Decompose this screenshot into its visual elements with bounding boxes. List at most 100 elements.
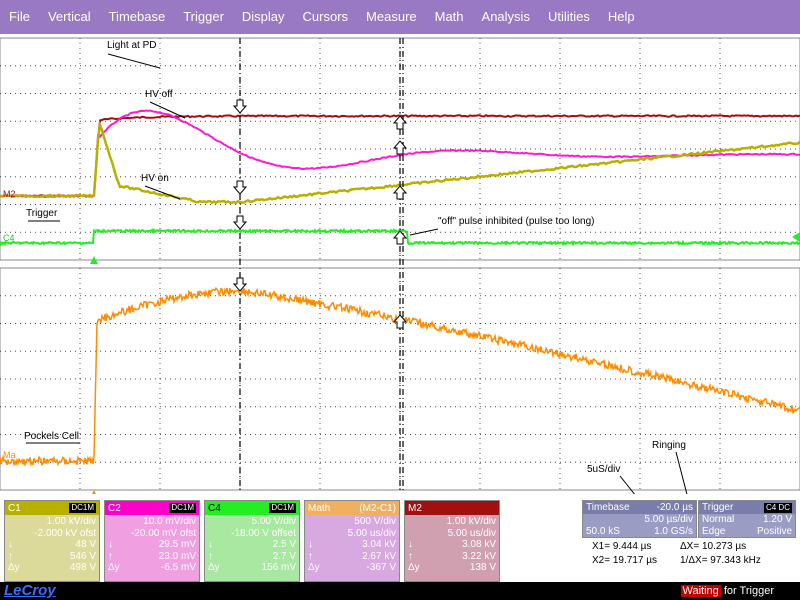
leader-light-at-pd	[107, 53, 161, 69]
label-trigger: Trigger	[26, 208, 58, 219]
c4-vdiv: 5.00 V/div	[251, 516, 296, 527]
math-vdiv: 500 V/div	[354, 516, 396, 527]
trigger-level-marker	[792, 232, 800, 242]
trigger-mode: Normal	[702, 514, 735, 525]
menu-measure[interactable]: Measure	[366, 9, 417, 24]
channel-math-panel[interactable]: Math (M2-C1) 500 V/div 5.00 us/div ↓ 3.04…	[304, 500, 400, 582]
math-name: Math	[308, 502, 331, 514]
cursor-readout: X1= 9.444 µs ΔX= 10.273 µs X2= 19.717 µs…	[582, 540, 796, 568]
c1-offset: -2.000 kV ofst	[34, 527, 96, 539]
channel-c4-panel[interactable]: C4 DC1M 5.00 V/div -18.00 V offset ↓ 2.5 …	[204, 500, 300, 582]
channel-m2-panel[interactable]: M2 1.00 kV/div 5.00 us/div ↓ 3.08 kV ↑ 3.2…	[404, 500, 500, 582]
c1-down: 48 V	[75, 539, 96, 550]
c2-offset: -20.00 mV ofst	[130, 527, 196, 539]
menu-vertical[interactable]: Vertical	[47, 9, 91, 24]
math-tdiv: 5.00 us/div	[347, 527, 396, 539]
timebase-samples: 50.0 kS	[586, 526, 620, 537]
up-arrow-icon: ↑	[208, 550, 213, 562]
channel-panels: C1 DC1M 1.00 kV/div -2.000 kV ofst ↓ 48 V…	[0, 496, 800, 582]
delta-y-icon: Δy	[8, 562, 20, 573]
cursor-down-arrow-icon	[232, 215, 248, 230]
c4-up: 2.7 V	[272, 550, 296, 562]
leader-off-pulse	[409, 228, 439, 236]
menu-utilities[interactable]: Utilities	[547, 9, 590, 24]
trigger-source-badge: C4 DC	[763, 502, 792, 513]
delta-y-icon: Δy	[108, 562, 120, 573]
down-arrow-icon: ↓	[308, 539, 313, 550]
label-hv-off: HV off	[145, 89, 173, 100]
waveform-canvas[interactable]	[0, 34, 800, 587]
waveform-display[interactable]: Light at PD HV off HV on Trigger "off" p…	[0, 34, 800, 587]
leader-hv-on	[144, 185, 181, 200]
down-arrow-icon: ↓	[8, 539, 13, 550]
menu-math[interactable]: Math	[434, 9, 464, 24]
cursor-down-arrow-icon	[232, 277, 248, 292]
up-arrow-icon: ↑	[408, 550, 413, 562]
cursor-lines[interactable]	[239, 38, 404, 490]
m2-dy: 138 V	[469, 562, 496, 573]
menu-display[interactable]: Display	[241, 9, 285, 24]
menu-trigger[interactable]: Trigger	[183, 9, 224, 24]
m2-down: 3.08 kV	[462, 539, 496, 550]
cursor-up-arrow-icon	[392, 140, 408, 155]
down-arrow-icon: ↓	[208, 539, 213, 550]
cursor-up-arrow-icon	[392, 185, 408, 200]
lecroy-logo: LeCroy	[4, 582, 56, 599]
up-arrow-icon: ↑	[8, 550, 13, 562]
status-bar: LeCroy Waiting for Trigger	[0, 582, 800, 600]
trigger-time-marker-bottom	[90, 490, 98, 498]
menu-bar: File Vertical Timebase Trigger Display C…	[0, 0, 800, 34]
c2-up: 23.0 mV	[158, 550, 196, 562]
timebase-label: Timebase	[586, 502, 630, 513]
c4-dy: 156 mV	[261, 562, 296, 573]
timebase-delay: -20.0 µs	[656, 502, 693, 513]
math-formula: (M2-C1)	[359, 502, 396, 514]
trigger-type: Edge	[702, 526, 726, 537]
label-ringing: Ringing	[652, 440, 686, 451]
waiting-badge: Waiting	[680, 585, 721, 597]
m2-tdiv: 5.00 us/div	[447, 527, 496, 539]
c2-header: C2 DC1M	[105, 501, 199, 515]
c4-down: 2.5 V	[272, 539, 296, 550]
cursor-down-arrow-icon	[232, 180, 248, 195]
label-hv-on: HV on	[141, 173, 169, 184]
label-5us-div: 5uS/div	[587, 464, 621, 475]
up-arrow-icon: ↑	[108, 550, 113, 562]
cursor-arrows	[232, 99, 408, 329]
c1-coupling: DC1M	[69, 503, 96, 513]
down-arrow-icon: ↓	[108, 539, 113, 550]
trigger-time-marker	[90, 256, 98, 264]
leader-hv-off	[149, 101, 186, 119]
c1-dy: 498 V	[69, 562, 96, 573]
m2-up: 3.22 kV	[462, 550, 496, 562]
cursor-up-arrow-icon	[392, 115, 408, 130]
timebase-tdiv: 5.00 µs/div	[644, 514, 693, 525]
marker-ma: Ma	[3, 450, 16, 460]
menu-file[interactable]: File	[9, 9, 30, 24]
label-off-pulse: "off" pulse inhibited (pulse too long)	[438, 216, 595, 227]
c2-name: C2	[108, 502, 121, 514]
menu-analysis[interactable]: Analysis	[481, 9, 530, 24]
channel-c1-panel[interactable]: C1 DC1M 1.00 kV/div -2.000 kV ofst ↓ 48 V…	[4, 500, 100, 582]
c1-vdiv: 1.00 kV/div	[46, 516, 96, 527]
menu-cursors[interactable]: Cursors	[302, 9, 349, 24]
c2-coupling: DC1M	[169, 503, 196, 513]
label-light-at-pd: Light at PD	[107, 40, 157, 51]
label-pockels-cell: Pockels Cell	[24, 431, 80, 442]
channel-c2-panel[interactable]: C2 DC1M 10.0 mV/div -20.00 mV ofst ↓ 29.5…	[104, 500, 200, 582]
trigger-panel[interactable]: Trigger C4 DC Normal 1.20 V Edge Positive	[698, 500, 796, 538]
timebase-panel[interactable]: Timebase -20.0 µs 5.00 µs/div 50.0 kS 1.0…	[582, 500, 697, 538]
c4-name: C4	[208, 502, 221, 514]
c4-coupling: DC1M	[269, 503, 296, 513]
c2-down: 29.5 mV	[158, 539, 196, 550]
marker-c4: C4	[3, 233, 15, 243]
c1-up: 546 V	[69, 550, 96, 562]
cursor-up-arrow-icon	[392, 230, 408, 245]
menu-help[interactable]: Help	[607, 9, 635, 24]
for-trigger-text: for Trigger	[723, 585, 774, 597]
cursor-down-arrow-icon	[232, 99, 248, 114]
c4-header: C4 DC1M	[205, 501, 299, 515]
cursor-x1: X1= 9.444 µs	[592, 541, 652, 552]
menu-timebase[interactable]: Timebase	[108, 9, 166, 24]
cursor-up-arrow-icon	[392, 314, 408, 329]
